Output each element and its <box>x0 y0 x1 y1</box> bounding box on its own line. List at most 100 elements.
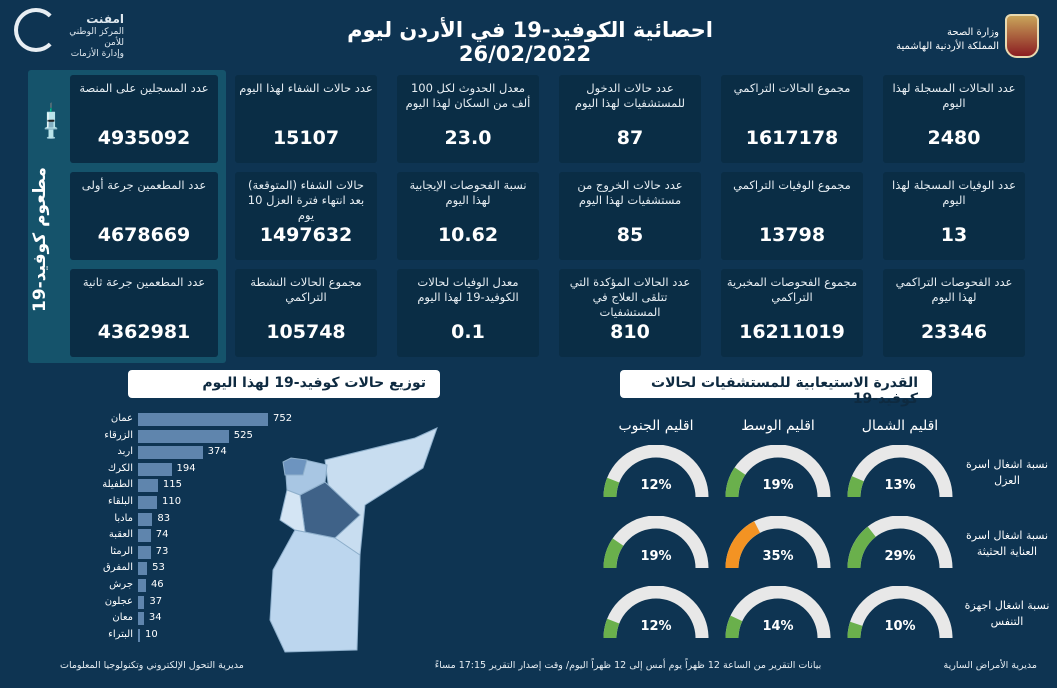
bar-row: البتراء 10 <box>0 628 300 643</box>
gauge-fill <box>603 538 624 569</box>
stat-value: 10.62 <box>437 224 499 246</box>
stat-value: 85 <box>616 224 644 246</box>
map-west <box>279 489 306 533</box>
gauge-value: 13% <box>884 478 916 493</box>
bar-row: الزرقاء 525 <box>0 429 300 444</box>
stat-label: عدد المطعمين جرعة أولى <box>81 178 207 192</box>
bar <box>138 612 144 626</box>
logo-sub2: وإدارة الأزمات <box>70 49 124 59</box>
bar-row: العقبة 74 <box>0 529 300 543</box>
bar-label: الكرك <box>107 462 133 474</box>
bar <box>138 446 203 460</box>
stat-label: عدد حالات الدخول للمستشفيات لهذا اليوم <box>574 81 686 110</box>
row-label: نسبة اشغال اسرة العناية الحثيثة <box>965 529 1049 558</box>
gauge-value: 10% <box>884 619 916 634</box>
gauge-value: 35% <box>762 549 794 564</box>
stat-label: معدل الحدوث لكل 100 ألف من السكان لهذا ا… <box>405 81 531 110</box>
bar <box>138 512 153 526</box>
stat-value: 13 <box>940 224 968 246</box>
stat-card: عدد المطعمين جرعة ثانية 4362981 <box>70 269 218 357</box>
occupancy-gauge <box>603 516 709 569</box>
bar-row: الطفيلة 115 <box>0 479 300 493</box>
stat-value: 2480 <box>927 127 981 149</box>
gauge-fill <box>725 521 761 569</box>
gauge-track <box>603 445 709 498</box>
stat-value: 1617178 <box>745 127 839 149</box>
stat-label: عدد حالات الشفاء لهذا اليوم <box>239 81 373 95</box>
occupancy-gauge <box>725 445 831 498</box>
occupancy-gauge <box>603 445 709 498</box>
bar-label: مادبا <box>114 512 133 524</box>
stat-value: 15107 <box>272 127 340 149</box>
bar-row: عجلون 37 <box>0 595 300 610</box>
stat-label: مجموع الوفيات التراكمي <box>733 178 851 192</box>
bar <box>138 595 145 609</box>
gauge-track <box>847 445 953 498</box>
occupancy-gauge <box>847 516 953 569</box>
bar-value: 374 <box>207 446 227 458</box>
gauge-fill <box>725 467 746 498</box>
footer-report-time: بيانات التقرير من الساعة 12 ظهراً يوم أم… <box>434 660 822 671</box>
map-irbid <box>282 457 308 476</box>
bar <box>138 628 140 642</box>
bar-label: الطفيلة <box>102 479 133 491</box>
bar-value: 83 <box>157 512 171 524</box>
capacity-title: القدرة الاستيعابية للمستشفيات لحالات كوف… <box>620 370 932 407</box>
bar-label: الرمثا <box>110 545 133 557</box>
stat-value: 4935092 <box>97 127 191 149</box>
stat-value: 4678669 <box>97 224 191 246</box>
stat-label: نسبة الفحوصات الإيجابية لهذا اليوم <box>409 178 527 207</box>
bar-row: البلقاء 110 <box>0 496 300 510</box>
bar-value: 46 <box>150 579 164 590</box>
gauge-value: 12% <box>640 478 672 493</box>
stat-value: 23346 <box>920 321 988 343</box>
stat-card: معدل الوفيات لحالات الكوفيد-19 لهذا اليو… <box>397 269 539 357</box>
bar-row: الكرك 194 <box>0 462 300 477</box>
occupancy-gauge <box>725 586 831 639</box>
gauge-track <box>603 586 709 639</box>
stat-value: 105748 <box>266 321 346 343</box>
ministry-line1: وزارة الصحة <box>947 27 999 38</box>
bar-label: البلقاء <box>108 496 133 507</box>
bar-row: معان 34 <box>0 612 300 626</box>
logo-name: امفنت <box>86 12 124 26</box>
stat-label: مجموع الحالات النشطة التراكمي <box>250 275 362 304</box>
stat-card: مجموع الحالات النشطة التراكمي 105748 <box>235 269 377 357</box>
occupancy-gauge <box>603 586 709 639</box>
amfnet-logo-icon <box>14 8 58 52</box>
bar <box>138 429 229 443</box>
bar-value: 752 <box>273 413 293 424</box>
row-label: نسبة اشغال اجهزة التنفس <box>964 599 1050 628</box>
gauge-value: 19% <box>640 549 672 564</box>
bar <box>138 462 172 476</box>
bar-label: عمان <box>110 413 133 424</box>
stat-card: مجموع الوفيات التراكمي 13798 <box>721 172 863 260</box>
gauge-fill <box>847 621 863 639</box>
stat-label: عدد حالات الخروج من مستشفيات لهذا اليوم <box>577 178 683 207</box>
bar <box>138 545 151 559</box>
bar-label: الزرقاء <box>104 429 133 441</box>
stat-card: عدد المسجلين على المنصة 4935092 <box>70 75 218 163</box>
stat-label: عدد الوفيات المسجلة لهذا اليوم <box>892 178 1016 207</box>
distribution-title: توزيع حالات كوفيد-19 لهذا اليوم <box>128 370 440 398</box>
bar-row: عمان 752 <box>0 413 300 427</box>
gauge-value: 29% <box>884 549 916 564</box>
footer-directorate: مديرية الأمراض السارية <box>943 660 1037 671</box>
bar-value: 53 <box>152 562 165 574</box>
occupancy-gauge <box>725 516 831 569</box>
gauge-value: 14% <box>762 619 794 634</box>
stat-card: نسبة الفحوصات الإيجابية لهذا اليوم 10.62 <box>397 172 539 260</box>
bar <box>138 479 158 493</box>
gauge-value: 19% <box>762 478 794 493</box>
footer-it-directorate: مديرية التحول الإلكتروني وتكنولوجيا المع… <box>60 660 244 671</box>
stat-card: مجموع الفحوصات المخبرية التراكمي 16211019 <box>721 269 863 357</box>
stat-value: 0.1 <box>451 321 485 343</box>
bar-value: 37 <box>149 595 163 607</box>
ministry-name: وزارة الصحة المملكة الأردنية الهاشمية <box>896 26 999 54</box>
gauge-track <box>847 586 953 639</box>
bar-label: عجلون <box>104 595 133 607</box>
ministry-line2: المملكة الأردنية الهاشمية <box>896 41 999 52</box>
stat-value: 16211019 <box>739 321 845 343</box>
jordan-map <box>269 427 438 653</box>
stat-label: مجموع الفحوصات المخبرية التراكمي <box>726 275 858 304</box>
